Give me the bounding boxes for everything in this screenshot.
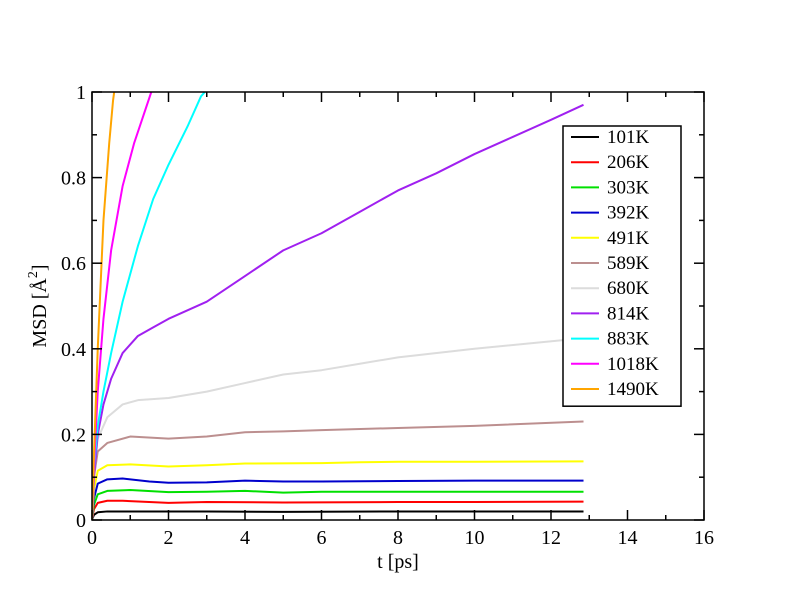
series-line-491K	[92, 460, 584, 520]
x-tick-label: 10	[465, 527, 485, 549]
legend-box	[562, 125, 682, 407]
series-line-303K	[92, 489, 584, 520]
legend-label: 101K	[607, 127, 650, 148]
series-line-589K	[92, 420, 584, 520]
series-line-814K	[92, 103, 584, 520]
legend: 101K 206K 303K 392K 491K 589K 680K 814K 883K 1018…	[562, 125, 682, 407]
x-tick-label: 2	[164, 527, 174, 549]
series-line-392K	[92, 477, 584, 520]
y-tick-label: 1	[76, 82, 86, 104]
series-line-680K	[92, 337, 584, 520]
series-line-1490K	[92, 92, 116, 520]
legend-label: 814K	[607, 303, 650, 324]
x-tick-label: 6	[317, 527, 327, 549]
ticks-layer: 0 2 4 6 8 10 12 14 16 0 0.2 0.4 0.6 0.8 1	[61, 82, 714, 549]
series-layer	[92, 92, 584, 520]
x-tick-label: 12	[541, 527, 561, 549]
legend-label: 491K	[607, 228, 650, 249]
y-tick-label: 0.2	[61, 424, 86, 446]
legend-label: 206K	[607, 152, 650, 173]
x-tick-label: 0	[87, 527, 97, 549]
legend-label: 589K	[607, 253, 650, 274]
x-tick-label: 14	[618, 527, 638, 549]
legend-label: 303K	[607, 177, 650, 198]
y-axis-label: MSD [Å2]	[26, 264, 51, 347]
legend-label: 883K	[607, 329, 650, 350]
y-tick-label: 0.6	[61, 253, 86, 275]
series-line-883K	[92, 92, 206, 520]
x-tick-label: 16	[694, 527, 714, 549]
legend-label: 680K	[607, 278, 650, 299]
y-tick-label: 0.4	[61, 339, 86, 361]
x-tick-label: 4	[240, 527, 250, 549]
series-line-206K	[92, 499, 584, 520]
y-tick-label: 0.8	[61, 168, 86, 190]
x-tick-label: 8	[393, 527, 403, 549]
legend-label: 392K	[607, 203, 650, 224]
y-tick-label: 0	[76, 510, 86, 532]
legend-label: 1490K	[607, 379, 659, 400]
legend-label: 1018K	[607, 354, 659, 375]
x-axis-label: t [ps]	[377, 551, 419, 573]
